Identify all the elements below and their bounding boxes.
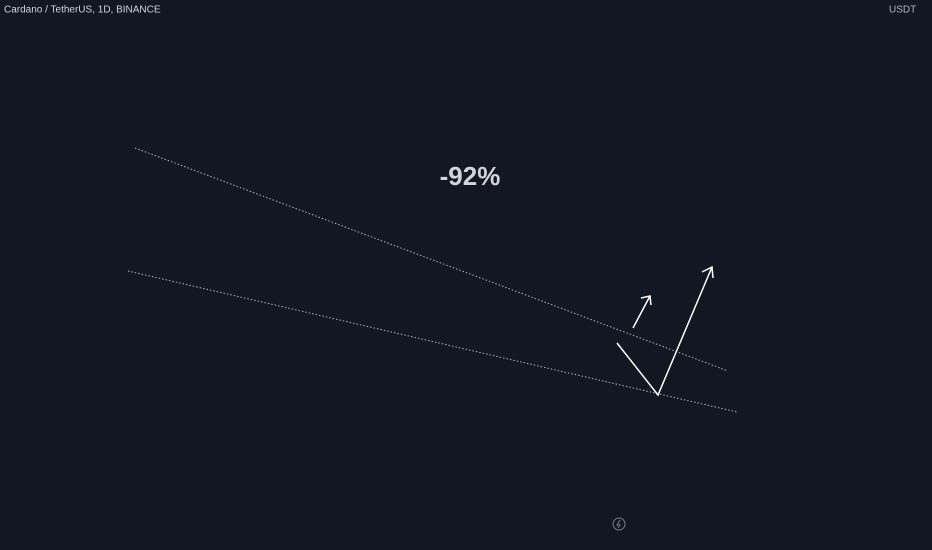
arrow-head	[701, 265, 714, 279]
trend-line	[127, 270, 738, 413]
trend-line	[134, 147, 729, 372]
annotation: -92%	[440, 161, 501, 191]
chart-title: Cardano / TetherUS, 1D, BINANCE	[4, 5, 161, 16]
arrow	[632, 295, 651, 329]
price-axis	[880, 0, 932, 550]
y-axis-label: USDT	[889, 5, 916, 16]
replay-icon	[616, 519, 621, 529]
arrow-head	[640, 295, 652, 306]
arrow	[616, 266, 713, 397]
drawings	[127, 147, 738, 413]
time-axis	[0, 530, 880, 550]
replay-icon	[612, 517, 626, 531]
arrows	[616, 265, 714, 397]
